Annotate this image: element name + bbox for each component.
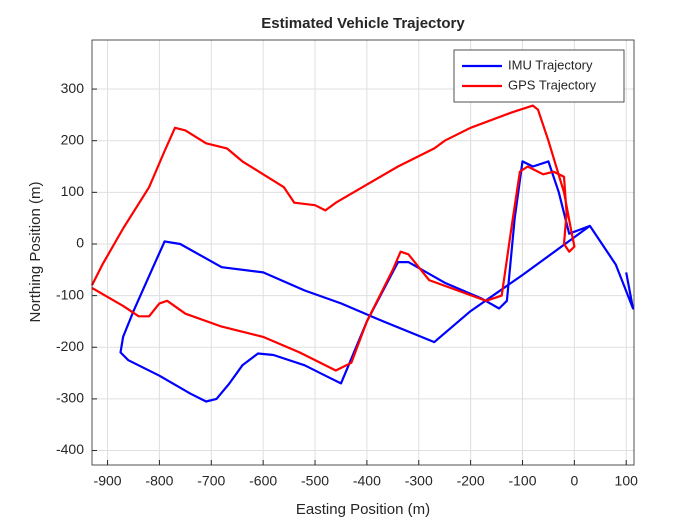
x-tick-label: 0: [570, 473, 578, 489]
y-tick-label: 300: [61, 80, 85, 96]
trajectory-line: [119, 160, 635, 403]
x-tick-label: -400: [353, 473, 381, 489]
legend-label: GPS Trajectory: [508, 77, 597, 92]
x-tick-label: 100: [615, 473, 639, 489]
x-tick-label: -200: [457, 473, 485, 489]
chart-title: Estimated Vehicle Trajectory: [261, 15, 465, 32]
axes-box: [91, 39, 635, 466]
legend-label: IMU Trajectory: [508, 57, 593, 72]
x-tick-label: -300: [405, 473, 433, 489]
y-axis-label: Northing Position (m): [27, 182, 44, 323]
y-tick-label: -100: [56, 286, 84, 302]
y-tick-label: -400: [56, 441, 84, 457]
x-tick-label: -900: [94, 473, 122, 489]
trajectory-line: [91, 104, 576, 372]
legend-box: [453, 49, 625, 103]
x-tick-label: -600: [249, 473, 277, 489]
y-tick-label: 200: [61, 131, 85, 147]
x-tick-label: -100: [508, 473, 536, 489]
y-tick-label: -200: [56, 338, 84, 354]
y-tick-label: 0: [76, 235, 84, 251]
y-tick-label: 100: [61, 183, 85, 199]
x-tick-label: -800: [145, 473, 173, 489]
x-tick-label: -700: [197, 473, 225, 489]
x-tick-label: -500: [301, 473, 329, 489]
y-tick-label: -300: [56, 390, 84, 406]
x-axis-label: Easting Position (m): [296, 501, 430, 518]
plot-area: [92, 40, 634, 465]
